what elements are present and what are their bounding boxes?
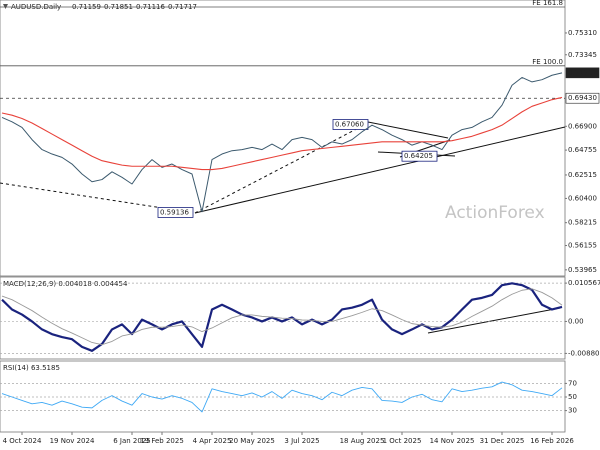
rsi-panel (0, 360, 566, 433)
x-tick-label: 19 Nov 2024 (50, 437, 95, 445)
x-tick-label: 4 Oct 2024 (3, 437, 42, 445)
x-tick-label: 3 Jul 2025 (284, 437, 319, 445)
y-tick-label: 0.66900 (568, 122, 597, 130)
series-line (1, 381, 563, 413)
x-tick-label: 14 Nov 2025 (430, 437, 475, 445)
level-label: FE 161.8 (532, 0, 563, 7)
price-marker-label: 0.69430 (568, 94, 597, 102)
y-tick-label: 0.53965 (568, 266, 597, 274)
y-tick-label: 0.56155 (568, 242, 597, 250)
macd-panel (0, 276, 566, 360)
pivot-box (401, 150, 438, 162)
x-tick-label: 4 Apr 2025 (193, 437, 232, 445)
trendline (194, 121, 371, 214)
y-tick-label: 70 (568, 379, 577, 387)
y-tick-label: 30 (568, 407, 577, 415)
level-label: FE 100.0 (532, 58, 563, 66)
y-tick-label: 50 (568, 393, 577, 401)
pivot-box (157, 207, 194, 218)
trendline (194, 126, 566, 214)
panel-title: RSI(14) 63.5185 (3, 364, 60, 372)
pivot-label: 0.64205 (404, 152, 433, 160)
x-tick-label: 20 May 2025 (229, 437, 275, 445)
macd-trendline (427, 307, 561, 334)
x-tick-label: 1 Oct 2025 (383, 437, 422, 445)
x-tick-label: 6 Jan 2025 (113, 437, 151, 445)
pivot-label: 0.59136 (160, 208, 189, 216)
series-line (1, 282, 563, 352)
x-tick-label: 19 Feb 2025 (140, 437, 184, 445)
y-tick-label: -0.008808 (568, 349, 600, 357)
y-tick-label: 0.60400 (568, 194, 597, 202)
trendline (367, 121, 449, 139)
y-tick-label: 0.64755 (568, 146, 597, 154)
price-panel (0, 0, 566, 277)
series-line (1, 288, 563, 346)
price-marker (565, 67, 600, 79)
header-icon (3, 4, 8, 9)
panel-title: MACD(12,26,9) 0.004018 0.004454 (3, 280, 128, 288)
price-marker (565, 92, 600, 104)
y-tick-label: 0.73345 (568, 51, 597, 59)
x-tick-label: 18 Aug 2025 (340, 437, 385, 445)
y-tick-label: 0.62515 (568, 171, 597, 179)
y-tick-label: 0.00 (568, 317, 584, 325)
y-tick-label: 0.75310 (568, 29, 597, 37)
price-marker-label: 0.71717 (568, 69, 597, 77)
y-tick-label: 0.010567 (568, 279, 600, 287)
pivot-box (332, 119, 369, 130)
watermark: ActionForex (445, 203, 545, 223)
y-tick-label: 0.58215 (568, 219, 597, 227)
series-line (1, 72, 563, 213)
pivot-label: 0.67060 (335, 121, 364, 129)
x-tick-label: 16 Feb 2026 (530, 437, 574, 445)
x-tick-label: 31 Dec 2025 (480, 437, 525, 445)
series-line (1, 96, 563, 171)
